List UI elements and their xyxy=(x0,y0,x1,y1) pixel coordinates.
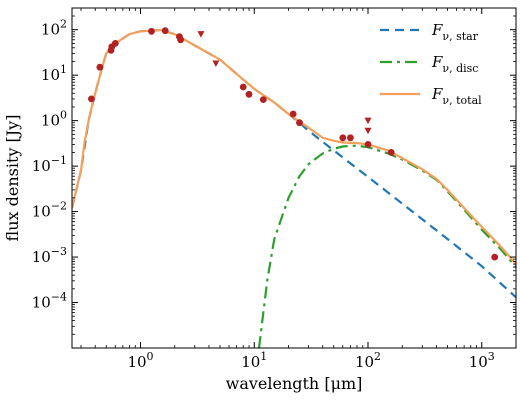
data-point-17 xyxy=(387,149,395,156)
data-point-4 xyxy=(111,40,119,47)
y-tick-label-6: 102 xyxy=(41,18,67,39)
x-tick-label-2: 102 xyxy=(355,350,381,371)
y-tick-label-3: 10−1 xyxy=(32,154,67,175)
y-tick-label-4: 100 xyxy=(41,109,67,130)
x-tick-label-3: 103 xyxy=(469,350,495,371)
x-tick-label-1: 101 xyxy=(241,350,267,371)
x-tick-label-0: 100 xyxy=(127,350,153,371)
upper-limit-3 xyxy=(364,127,372,135)
series-layer xyxy=(72,28,516,348)
data-point-0 xyxy=(88,95,95,103)
y-tick-label-2: 10−2 xyxy=(32,200,67,221)
data-point-9 xyxy=(239,83,247,91)
upper-limit-2 xyxy=(364,117,372,125)
data-point-18 xyxy=(491,253,499,261)
data-point-16 xyxy=(364,141,372,148)
data-point-13 xyxy=(296,119,303,127)
data-point-10 xyxy=(245,90,253,98)
data-point-1 xyxy=(96,63,104,71)
data-point-11 xyxy=(259,96,267,103)
legend-label-2: Fν, total xyxy=(431,85,482,107)
series-line-2 xyxy=(72,28,516,265)
legend-label-1: Fν, disc xyxy=(431,53,478,75)
y-tick-label-0: 10−4 xyxy=(32,291,67,312)
observations-layer xyxy=(88,27,499,261)
y-tick-label-1: 10−3 xyxy=(32,245,67,266)
data-point-5 xyxy=(148,27,155,35)
data-point-8 xyxy=(177,36,185,44)
y-tick-label-5: 101 xyxy=(41,63,67,84)
data-point-15 xyxy=(347,134,354,142)
data-point-14 xyxy=(339,134,347,142)
plot-frame xyxy=(71,7,517,349)
series-line-1 xyxy=(257,144,516,348)
x-axis-label: wavelength [μm] xyxy=(226,374,363,393)
data-point-12 xyxy=(289,110,297,118)
data-point-6 xyxy=(161,27,169,35)
upper-limit-0 xyxy=(197,31,205,38)
axis-layer: 100 101 102 103 10−4 10−3 10−2 10−1 100 101 102 xyxy=(32,7,517,371)
legend: Fν, star Fν, disc Fν, total xyxy=(380,21,482,107)
upper-limit-1 xyxy=(212,60,220,68)
y-axis-label: flux density [Jy] xyxy=(3,115,22,242)
legend-label-0: Fν, star xyxy=(431,21,479,43)
